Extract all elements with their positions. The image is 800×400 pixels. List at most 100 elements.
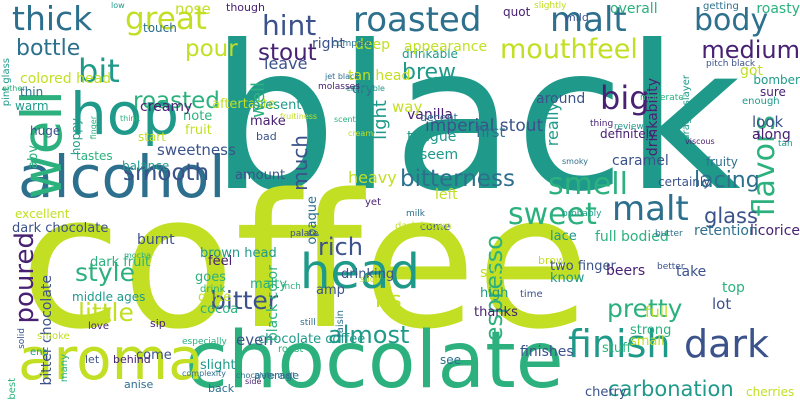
word-thanks: thanks [474, 305, 518, 320]
word-pint-glass: pint glass [1, 58, 12, 107]
word-big: big [600, 79, 650, 117]
word-light: light [370, 100, 391, 140]
word-note: note [183, 109, 213, 124]
word-almost: almost [328, 321, 410, 349]
word-start: start [138, 130, 166, 144]
word-smell: smell [548, 167, 628, 202]
word-chocolate-malt: chocolate malt [236, 371, 296, 380]
word-stout: stout [258, 40, 317, 66]
word-behind: behind [113, 353, 151, 366]
word-sip: sip [150, 317, 166, 330]
word-dark-fruit: dark fruit [90, 255, 151, 270]
word-jet-black: jet black [325, 72, 360, 81]
word-vanilla: vanilla [407, 107, 453, 123]
word-poured: poured [10, 232, 40, 324]
word-aroma: aroma [18, 325, 204, 393]
word-tastes: tastes [76, 149, 113, 163]
word-though: though [226, 1, 265, 14]
word-smoke: smoke [37, 331, 70, 342]
word-dark: dark [684, 322, 770, 366]
word-heavy: heavy [348, 168, 397, 187]
word-molasses: molasses [318, 82, 360, 92]
word-lacing: lacing [694, 168, 760, 193]
word-lot: lot [712, 295, 732, 313]
word-slight: slight [200, 358, 236, 373]
word-imperial-stout: imperial stout [425, 116, 544, 136]
word-amp: amp [316, 283, 345, 298]
word-hop: hop [70, 80, 180, 148]
word-slick: slick [360, 275, 380, 285]
word-coffee: coffee [20, 154, 590, 370]
word-drinking: drinking [341, 267, 395, 282]
word-along: along [752, 127, 791, 143]
word-make: make [250, 114, 286, 129]
word-easy: easy [180, 227, 202, 237]
word-finish: finish [568, 322, 671, 366]
word-best: best [7, 378, 18, 400]
word-cream: cream [348, 129, 374, 138]
word-chocolate-coffee: chocolate coffee [258, 332, 366, 347]
word-lace: lace [550, 229, 577, 244]
word-average: average [254, 369, 300, 382]
word-enough: enough [742, 96, 780, 107]
word-inch: inch [282, 282, 301, 292]
word-complexity: complexity [182, 369, 226, 378]
word-present: present [252, 98, 302, 113]
word-balance: balance [122, 159, 170, 173]
word-retention: retention [694, 223, 758, 239]
word-right: right [312, 36, 345, 52]
word-feel: feel [208, 254, 233, 269]
word-deep: deep [355, 37, 390, 53]
word-bomber: bomber [753, 73, 800, 87]
word-certainly: certainly [658, 175, 711, 189]
word-malt: malt [612, 189, 689, 229]
word-thin: thin [20, 85, 44, 99]
word-hoppy: hoppy [69, 118, 83, 156]
word-yet: yet [365, 197, 381, 208]
word-rich: rich [318, 233, 363, 261]
word-thing: thing [590, 119, 614, 129]
word-malty: malty [250, 277, 288, 292]
word-middle-ages: middle ages [72, 290, 146, 304]
word-bit: bit [78, 52, 120, 90]
word-even: even [236, 331, 273, 349]
word-bitterness: bitterness [400, 166, 515, 192]
word-amount: amount [235, 168, 286, 183]
word-malt: malt [550, 0, 627, 40]
word-two-finger: two finger [550, 259, 616, 274]
word-side: side [245, 377, 262, 386]
word-full-bodied: full bodied [595, 229, 669, 245]
word-much: much [288, 135, 312, 191]
word-tongue: tongue [407, 129, 457, 145]
word-ris: ris [375, 288, 402, 313]
word-anise: anise [124, 378, 154, 391]
word-sure: sure [760, 85, 786, 99]
word-back: back [208, 382, 235, 395]
word-roasted: roasted [133, 88, 220, 114]
word-dark-brown: dark brown [395, 221, 452, 232]
word-burnt: burnt [137, 232, 175, 248]
word-little: little [78, 298, 134, 327]
word-style: style [75, 258, 135, 287]
word-really: really [543, 102, 562, 147]
word-take: take [676, 264, 707, 280]
word-cocoa: cocoa [200, 302, 239, 317]
word-head: head [300, 244, 420, 300]
word-raisin: raisin [335, 310, 346, 338]
word-got: got [740, 63, 763, 79]
word-many: many [59, 354, 70, 383]
word-enjoyable: enjoyable [346, 84, 385, 93]
word-chocolate: chocolate [185, 316, 564, 400]
word-sweetness: sweetness [157, 141, 236, 159]
word-small: small [630, 334, 665, 349]
word-drink: drink [200, 284, 226, 295]
word-excellent: excellent [15, 207, 70, 221]
word-sweet: sweet [508, 197, 597, 232]
word-tan: tan [778, 139, 793, 149]
word-body: body [694, 3, 769, 38]
word-fruitiness: fruitiness [280, 112, 318, 121]
word-smooth: smooth [123, 160, 210, 186]
word-either: either [2, 84, 26, 93]
word-huge: huge [30, 124, 61, 138]
